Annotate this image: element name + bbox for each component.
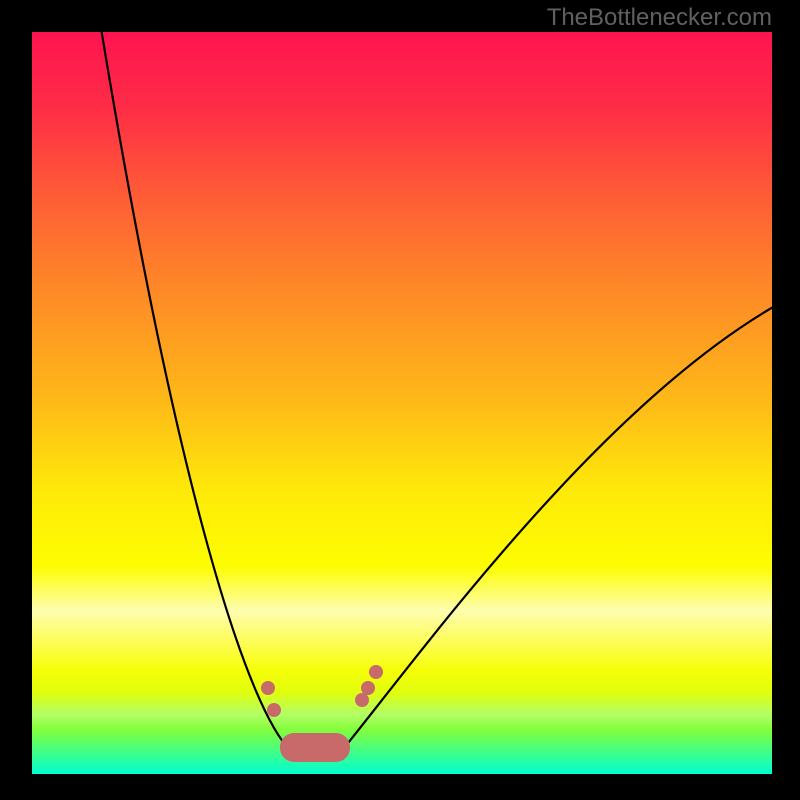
marker-point	[267, 703, 281, 717]
marker-point	[355, 693, 369, 707]
markers-group	[261, 665, 383, 717]
valley-pill-marker	[280, 733, 350, 762]
bottleneck-curve	[100, 32, 772, 760]
curve-layer	[32, 32, 772, 774]
marker-point	[361, 681, 375, 695]
marker-point	[369, 665, 383, 679]
watermark-text: TheBottlenecker.com	[547, 4, 772, 32]
marker-point	[261, 681, 275, 695]
plot-area	[32, 32, 772, 774]
